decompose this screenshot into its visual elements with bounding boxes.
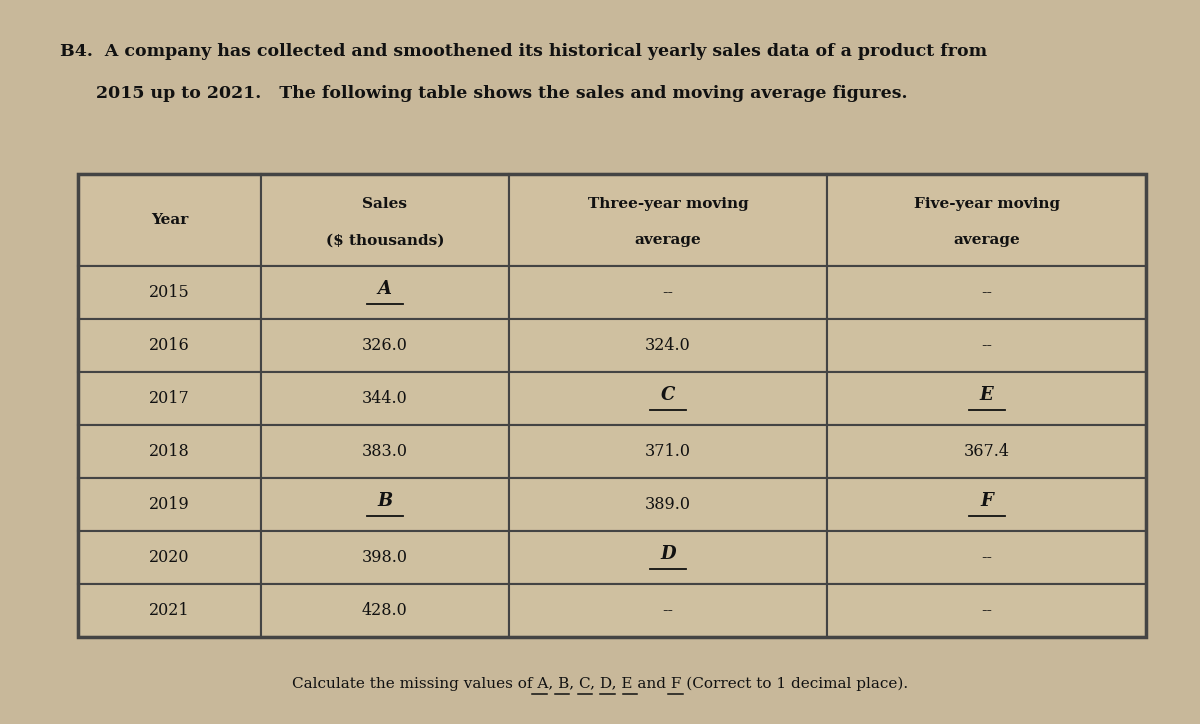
Text: 428.0: 428.0	[362, 602, 408, 619]
Text: B: B	[377, 492, 392, 510]
Text: F: F	[980, 492, 994, 510]
Text: 2016: 2016	[149, 337, 190, 354]
Text: 2019: 2019	[149, 496, 190, 513]
Text: 383.0: 383.0	[362, 443, 408, 460]
Text: 398.0: 398.0	[362, 550, 408, 566]
Text: --: --	[982, 337, 992, 354]
Text: D: D	[660, 545, 676, 563]
Text: --: --	[982, 602, 992, 619]
Text: E: E	[980, 386, 994, 404]
Text: Year: Year	[151, 213, 188, 227]
Text: Sales: Sales	[362, 198, 407, 211]
Text: B4.  A company has collected and smoothened its historical yearly sales data of : B4. A company has collected and smoothen…	[60, 43, 988, 60]
Text: 324.0: 324.0	[646, 337, 691, 354]
Text: 389.0: 389.0	[646, 496, 691, 513]
Text: --: --	[662, 285, 673, 301]
Text: 2021: 2021	[149, 602, 190, 619]
Text: --: --	[982, 550, 992, 566]
Text: --: --	[982, 285, 992, 301]
Text: Calculate the missing values of A, B, C, D, E and F (Correct to 1 decimal place): Calculate the missing values of A, B, C,…	[292, 677, 908, 691]
Text: 367.4: 367.4	[964, 443, 1009, 460]
Text: average: average	[635, 233, 702, 248]
Text: 2018: 2018	[149, 443, 190, 460]
Text: 371.0: 371.0	[646, 443, 691, 460]
Text: 326.0: 326.0	[362, 337, 408, 354]
Text: 344.0: 344.0	[362, 390, 408, 408]
Text: Three-year moving: Three-year moving	[588, 198, 749, 211]
Text: Five-year moving: Five-year moving	[913, 198, 1060, 211]
Text: average: average	[953, 233, 1020, 248]
Text: 2015 up to 2021.   The following table shows the sales and moving average figure: 2015 up to 2021. The following table sho…	[60, 85, 907, 102]
Text: A: A	[378, 280, 392, 298]
Text: C: C	[661, 386, 676, 404]
Text: --: --	[662, 602, 673, 619]
Text: 2015: 2015	[149, 285, 190, 301]
Text: 2017: 2017	[149, 390, 190, 408]
Text: ($ thousands): ($ thousands)	[325, 233, 444, 248]
Text: 2020: 2020	[149, 550, 190, 566]
